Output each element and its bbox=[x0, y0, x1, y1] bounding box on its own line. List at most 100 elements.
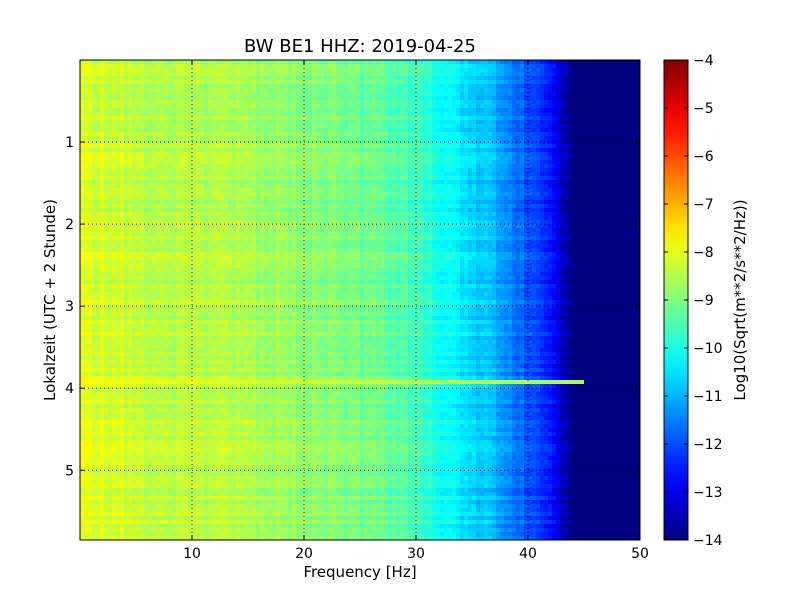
heatmap-cell bbox=[136, 168, 141, 173]
heatmap-cell bbox=[324, 80, 329, 85]
heatmap-cell bbox=[344, 60, 349, 65]
heatmap-cell bbox=[240, 180, 245, 185]
heatmap-cell bbox=[440, 144, 445, 149]
heatmap-cell bbox=[288, 104, 293, 109]
heatmap-cell bbox=[400, 152, 405, 157]
heatmap-cell bbox=[460, 100, 465, 105]
heatmap-cell bbox=[164, 144, 169, 149]
heatmap-cell bbox=[388, 148, 393, 153]
heatmap-cell bbox=[564, 100, 569, 105]
heatmap-cell bbox=[396, 64, 401, 69]
heatmap-cell bbox=[100, 80, 105, 85]
heatmap-cell bbox=[136, 164, 141, 169]
heatmap-cell bbox=[424, 108, 429, 113]
heatmap-cell bbox=[500, 112, 505, 117]
heatmap-cell bbox=[428, 176, 433, 181]
heatmap-cell bbox=[476, 188, 481, 193]
heatmap-cell bbox=[400, 148, 405, 153]
heatmap-cell bbox=[476, 184, 481, 189]
heatmap-cell bbox=[448, 200, 453, 205]
heatmap-cell bbox=[200, 116, 205, 121]
heatmap-cell bbox=[392, 172, 397, 177]
heatmap-cell bbox=[120, 100, 125, 105]
heatmap-cell bbox=[516, 148, 521, 153]
heatmap-cell bbox=[512, 180, 517, 185]
heatmap-cell bbox=[252, 196, 257, 201]
heatmap-cell bbox=[236, 168, 241, 173]
heatmap-cell bbox=[120, 112, 125, 117]
heatmap-cell bbox=[384, 104, 389, 109]
heatmap-cell bbox=[364, 108, 369, 113]
heatmap-cell bbox=[80, 164, 85, 169]
heatmap-cell bbox=[620, 104, 625, 109]
heatmap-cell bbox=[108, 172, 113, 177]
heatmap-cell bbox=[116, 156, 121, 161]
heatmap-cell bbox=[372, 168, 377, 173]
heatmap-cell bbox=[412, 64, 417, 69]
heatmap-cell bbox=[600, 132, 605, 137]
heatmap-cell bbox=[388, 144, 393, 149]
heatmap-cell bbox=[368, 96, 373, 101]
heatmap-cell bbox=[304, 128, 309, 133]
heatmap-cell bbox=[128, 128, 133, 133]
heatmap-cell bbox=[316, 200, 321, 205]
heatmap-cell bbox=[628, 132, 633, 137]
heatmap-cell bbox=[104, 196, 109, 201]
heatmap-cell bbox=[80, 68, 85, 73]
heatmap-cell bbox=[360, 132, 365, 137]
heatmap-cell bbox=[496, 124, 501, 129]
heatmap-cell bbox=[356, 172, 361, 177]
heatmap-cell bbox=[176, 100, 181, 105]
heatmap-cell bbox=[536, 100, 541, 105]
heatmap-cell bbox=[424, 160, 429, 165]
heatmap-cell bbox=[396, 108, 401, 113]
heatmap-cell bbox=[156, 72, 161, 77]
heatmap-cell bbox=[356, 148, 361, 153]
heatmap-cell bbox=[580, 60, 585, 65]
heatmap-cell bbox=[520, 68, 525, 73]
heatmap-cell bbox=[608, 172, 613, 177]
heatmap-cell bbox=[568, 132, 573, 137]
heatmap-cell bbox=[416, 88, 421, 93]
heatmap-cell bbox=[280, 144, 285, 149]
heatmap-cell bbox=[520, 100, 525, 105]
heatmap-cell bbox=[540, 68, 545, 73]
heatmap-cell bbox=[320, 200, 325, 205]
heatmap-cell bbox=[188, 76, 193, 81]
heatmap-cell bbox=[516, 124, 521, 129]
heatmap-cell bbox=[240, 112, 245, 117]
heatmap-cell bbox=[244, 60, 249, 65]
heatmap-cell bbox=[468, 104, 473, 109]
heatmap-cell bbox=[248, 124, 253, 129]
heatmap-cell bbox=[108, 148, 113, 153]
heatmap-cell bbox=[500, 68, 505, 73]
heatmap-cell bbox=[592, 116, 597, 121]
heatmap-cell bbox=[80, 92, 85, 97]
heatmap-cell bbox=[240, 124, 245, 129]
heatmap-cell bbox=[196, 148, 201, 153]
heatmap-cell bbox=[280, 164, 285, 169]
heatmap-cell bbox=[200, 176, 205, 181]
heatmap-cell bbox=[444, 160, 449, 165]
heatmap-cell bbox=[416, 92, 421, 97]
heatmap-cell bbox=[556, 96, 561, 101]
heatmap-cell bbox=[592, 64, 597, 69]
heatmap-cell bbox=[192, 60, 197, 65]
heatmap-cell bbox=[96, 76, 101, 81]
heatmap-cell bbox=[136, 92, 141, 97]
heatmap-cell bbox=[180, 60, 185, 65]
heatmap-cell bbox=[632, 156, 637, 161]
heatmap-cell bbox=[392, 156, 397, 161]
heatmap-cell bbox=[496, 184, 501, 189]
heatmap-cell bbox=[292, 136, 297, 141]
heatmap-cell bbox=[212, 188, 217, 193]
heatmap-cell bbox=[524, 152, 529, 157]
heatmap-cell bbox=[600, 124, 605, 129]
heatmap-cell bbox=[160, 120, 165, 125]
heatmap-cell bbox=[312, 72, 317, 77]
heatmap-cell bbox=[156, 180, 161, 185]
heatmap-cell bbox=[504, 72, 509, 77]
heatmap-cell bbox=[596, 76, 601, 81]
heatmap-cell bbox=[108, 80, 113, 85]
heatmap-cell bbox=[256, 156, 261, 161]
